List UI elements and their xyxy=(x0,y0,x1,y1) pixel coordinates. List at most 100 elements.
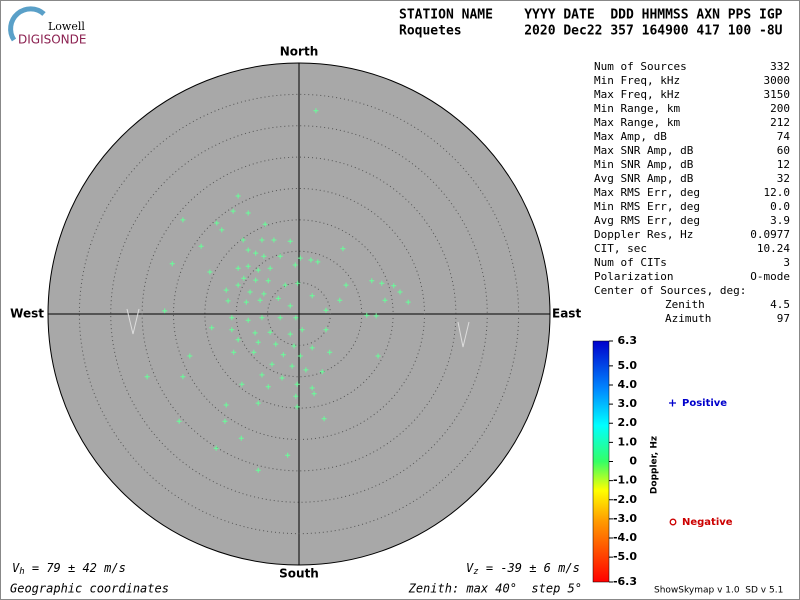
source-point xyxy=(315,259,321,265)
stat-value: 3000 xyxy=(764,74,791,87)
stat-label: Doppler Res, Hz xyxy=(594,228,693,241)
legend-label: Positive xyxy=(682,398,727,409)
zenith-ring xyxy=(204,219,394,409)
stat-value: 12 xyxy=(777,158,790,171)
source-point xyxy=(231,349,237,355)
source-point xyxy=(311,391,317,397)
source-point xyxy=(214,220,220,226)
vz: Vz = -39 ± 6 m/s xyxy=(466,561,580,577)
source-point xyxy=(198,243,204,249)
stat-label: Max SNR Amp, dB xyxy=(594,144,694,157)
west-label: West xyxy=(10,307,44,321)
zenith-ring xyxy=(267,282,331,346)
stat-value: 212 xyxy=(770,116,790,129)
source-point xyxy=(340,246,346,252)
stat-label: Max Range, km xyxy=(594,116,680,129)
zenith-ring xyxy=(110,125,488,503)
source-point xyxy=(271,237,277,243)
source-point xyxy=(245,210,251,216)
colorbar-tick-label: 0 xyxy=(629,455,637,468)
source-point xyxy=(382,297,388,303)
source-point xyxy=(287,238,293,244)
header-line: STATION NAME YYYY DATE DDD HHMMSS AXN PP… xyxy=(399,8,783,23)
center-value: 4.5 xyxy=(770,298,790,311)
source-point xyxy=(267,265,273,271)
stat-label: Max Amp, dB xyxy=(594,130,667,143)
stat-value: 32 xyxy=(777,172,790,185)
source-point xyxy=(343,282,349,288)
source-point xyxy=(180,217,186,223)
zenith-ring xyxy=(173,188,425,440)
colorbar-tick-label: 1.0 xyxy=(618,435,638,448)
colorbar-tick-label: 2.0 xyxy=(618,416,638,429)
source-point xyxy=(238,435,244,441)
value-text: = 79 ± 42 m/s xyxy=(25,561,126,575)
source-point xyxy=(379,280,385,286)
source-point xyxy=(309,293,315,299)
symbol: V xyxy=(12,561,20,575)
source-point xyxy=(327,349,333,355)
source-point xyxy=(391,283,397,289)
source-point xyxy=(243,299,249,305)
source-point xyxy=(369,278,375,284)
stat-value: 0.0 xyxy=(770,200,790,213)
colorbar-tick-label: 5.0 xyxy=(618,359,638,372)
source-point xyxy=(229,327,235,333)
source-point xyxy=(235,337,241,343)
stat-label: Min SNR Amp, dB xyxy=(594,158,694,171)
source-point xyxy=(162,308,168,314)
source-point xyxy=(295,280,301,286)
zenith-ring xyxy=(78,93,520,535)
stat-label: Polarization xyxy=(594,270,673,283)
source-point xyxy=(207,269,213,275)
north-label: North xyxy=(280,45,318,59)
source-point xyxy=(222,418,228,424)
source-point xyxy=(285,452,291,458)
stat-value: 3150 xyxy=(764,88,791,101)
source-point xyxy=(273,341,279,347)
stat-value: 3 xyxy=(783,256,790,269)
version: ShowSkymap v 1.0 SD v 5.1 xyxy=(654,586,783,596)
source-point xyxy=(240,237,246,243)
vh: Vh = 79 ± 42 m/s xyxy=(12,561,126,577)
source-point xyxy=(293,315,299,321)
stat-label: Min Freq, kHz xyxy=(594,74,680,87)
stat-label: CIT, sec xyxy=(594,242,647,255)
source-point xyxy=(321,416,327,422)
colorbar-tick-label: -4.0 xyxy=(613,531,637,544)
legend-marker xyxy=(669,518,677,526)
subscript: h xyxy=(19,567,24,577)
source-point xyxy=(364,312,370,318)
source-point xyxy=(176,418,182,424)
source-point xyxy=(297,255,303,261)
source-point xyxy=(261,253,267,259)
zenith-ring xyxy=(141,156,457,472)
source-point xyxy=(245,317,251,323)
source-point xyxy=(373,313,379,319)
stat-label: Min Range, km xyxy=(594,102,680,115)
colorbar-tick-label: 3.0 xyxy=(618,397,638,410)
source-point xyxy=(291,343,297,349)
source-point xyxy=(223,287,229,293)
direction-mark xyxy=(126,308,140,335)
source-point xyxy=(245,263,251,269)
source-point xyxy=(337,297,343,303)
source-point xyxy=(219,227,225,233)
source-point xyxy=(253,277,259,283)
source-point xyxy=(265,384,271,390)
colorbar-tick-label: -3.0 xyxy=(613,512,637,525)
source-point xyxy=(313,108,319,114)
symbol: V xyxy=(466,561,474,575)
colorbar-tick-label: -2.0 xyxy=(613,493,637,506)
source-point xyxy=(323,327,329,333)
source-point xyxy=(292,262,298,268)
legend-label: Negative xyxy=(682,517,733,528)
source-point xyxy=(235,193,241,199)
source-point xyxy=(257,297,263,303)
source-point xyxy=(319,369,325,375)
south-label: South xyxy=(279,567,319,581)
zenith-note: Zenith: max 40° step 5° xyxy=(408,582,582,596)
colorbar-tick-label: -5.0 xyxy=(613,550,637,563)
center-label: Zenith xyxy=(665,298,705,311)
